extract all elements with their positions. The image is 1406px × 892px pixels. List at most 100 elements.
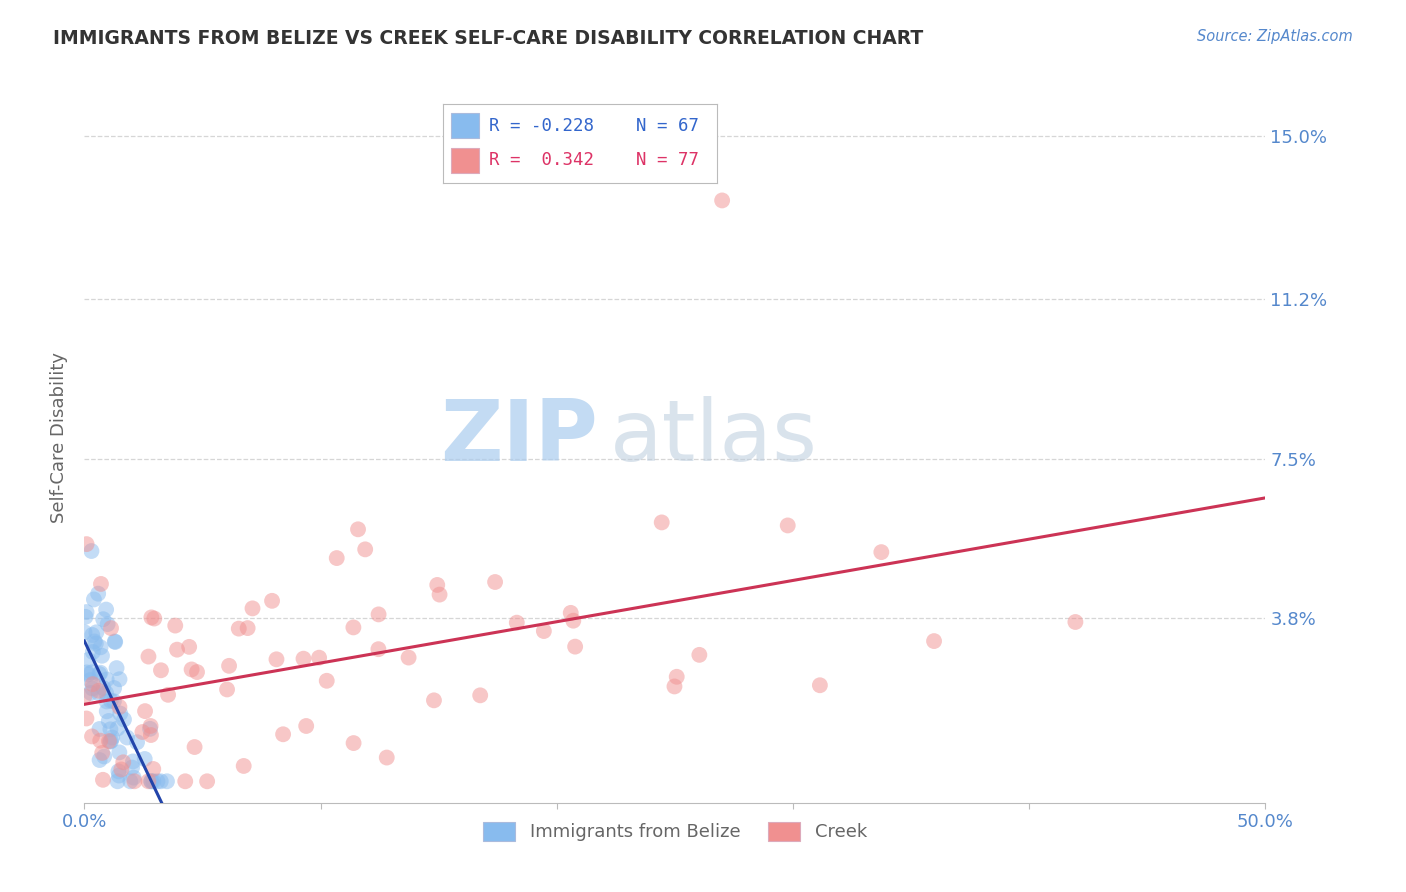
Point	[665, 670, 688, 684]
Point	[375, 750, 398, 764]
Point	[91, 648, 114, 663]
Point	[89, 667, 111, 681]
Point	[83, 592, 105, 607]
Point	[100, 621, 122, 635]
Point	[89, 753, 111, 767]
Point	[308, 650, 330, 665]
Point	[922, 634, 945, 648]
Text: R = -0.228    N = 67: R = -0.228 N = 67	[489, 117, 700, 135]
Point	[506, 615, 529, 630]
Point	[367, 607, 389, 622]
Point	[484, 574, 506, 589]
Point	[470, 689, 492, 703]
Point	[165, 618, 187, 632]
Point	[91, 746, 114, 760]
Point	[651, 516, 673, 530]
Point	[139, 719, 162, 733]
Point	[398, 650, 420, 665]
Point	[89, 665, 111, 680]
Point	[101, 731, 124, 745]
Point	[139, 728, 162, 742]
Point	[75, 609, 97, 624]
Point	[80, 544, 103, 558]
FancyBboxPatch shape	[451, 113, 478, 138]
Point	[354, 542, 377, 557]
Point	[138, 774, 160, 789]
Point	[138, 649, 160, 664]
Point	[84, 636, 107, 650]
Point	[76, 667, 98, 681]
Point	[107, 722, 129, 736]
Point	[142, 762, 165, 776]
Point	[141, 610, 163, 624]
Point	[564, 640, 586, 654]
Point	[325, 551, 347, 566]
Point	[533, 624, 555, 638]
Point	[122, 771, 145, 785]
Point	[105, 661, 128, 675]
Point	[870, 545, 893, 559]
Point	[90, 640, 112, 655]
Point	[110, 763, 132, 777]
Point	[103, 694, 125, 708]
Point	[96, 673, 118, 687]
Point	[266, 652, 288, 666]
Point	[183, 739, 205, 754]
Point	[93, 749, 115, 764]
Point	[236, 621, 259, 635]
Point	[195, 774, 218, 789]
Point	[142, 774, 165, 789]
Point	[124, 774, 146, 789]
Point	[82, 628, 104, 642]
Point	[125, 735, 148, 749]
Point	[228, 622, 250, 636]
Point	[76, 605, 98, 619]
Point	[100, 723, 122, 737]
Point	[131, 725, 153, 739]
Point	[295, 719, 318, 733]
Point	[186, 665, 208, 679]
Point	[262, 594, 284, 608]
Point	[80, 730, 103, 744]
Point	[100, 694, 122, 708]
Y-axis label: Self-Care Disability: Self-Care Disability	[49, 351, 67, 523]
Point	[87, 587, 110, 601]
Point	[423, 693, 446, 707]
Point	[149, 663, 172, 677]
Point	[232, 759, 254, 773]
Point	[73, 625, 96, 640]
Point	[89, 722, 111, 736]
Point	[367, 642, 389, 657]
Point	[82, 681, 104, 696]
Point	[107, 774, 129, 789]
Point	[110, 706, 132, 721]
Point	[141, 774, 163, 789]
Point	[97, 714, 120, 728]
Point	[242, 601, 264, 615]
Point	[91, 772, 114, 787]
Point	[90, 577, 112, 591]
Point	[97, 734, 120, 748]
Point	[112, 713, 135, 727]
Point	[108, 672, 131, 686]
Text: ZIP: ZIP	[440, 395, 598, 479]
Point	[426, 578, 449, 592]
Point	[808, 678, 831, 692]
Point	[115, 731, 138, 745]
Point	[120, 774, 142, 789]
Point	[141, 774, 163, 789]
Point	[77, 653, 100, 667]
Point	[108, 700, 131, 714]
Point	[91, 681, 114, 695]
Point	[347, 522, 370, 536]
Point	[134, 752, 156, 766]
Point	[79, 673, 101, 687]
Point	[146, 774, 169, 789]
Point	[342, 736, 364, 750]
Point	[100, 734, 122, 748]
Point	[688, 648, 710, 662]
Point	[97, 617, 120, 632]
FancyBboxPatch shape	[451, 147, 478, 173]
Point	[139, 722, 162, 736]
Point	[166, 642, 188, 657]
